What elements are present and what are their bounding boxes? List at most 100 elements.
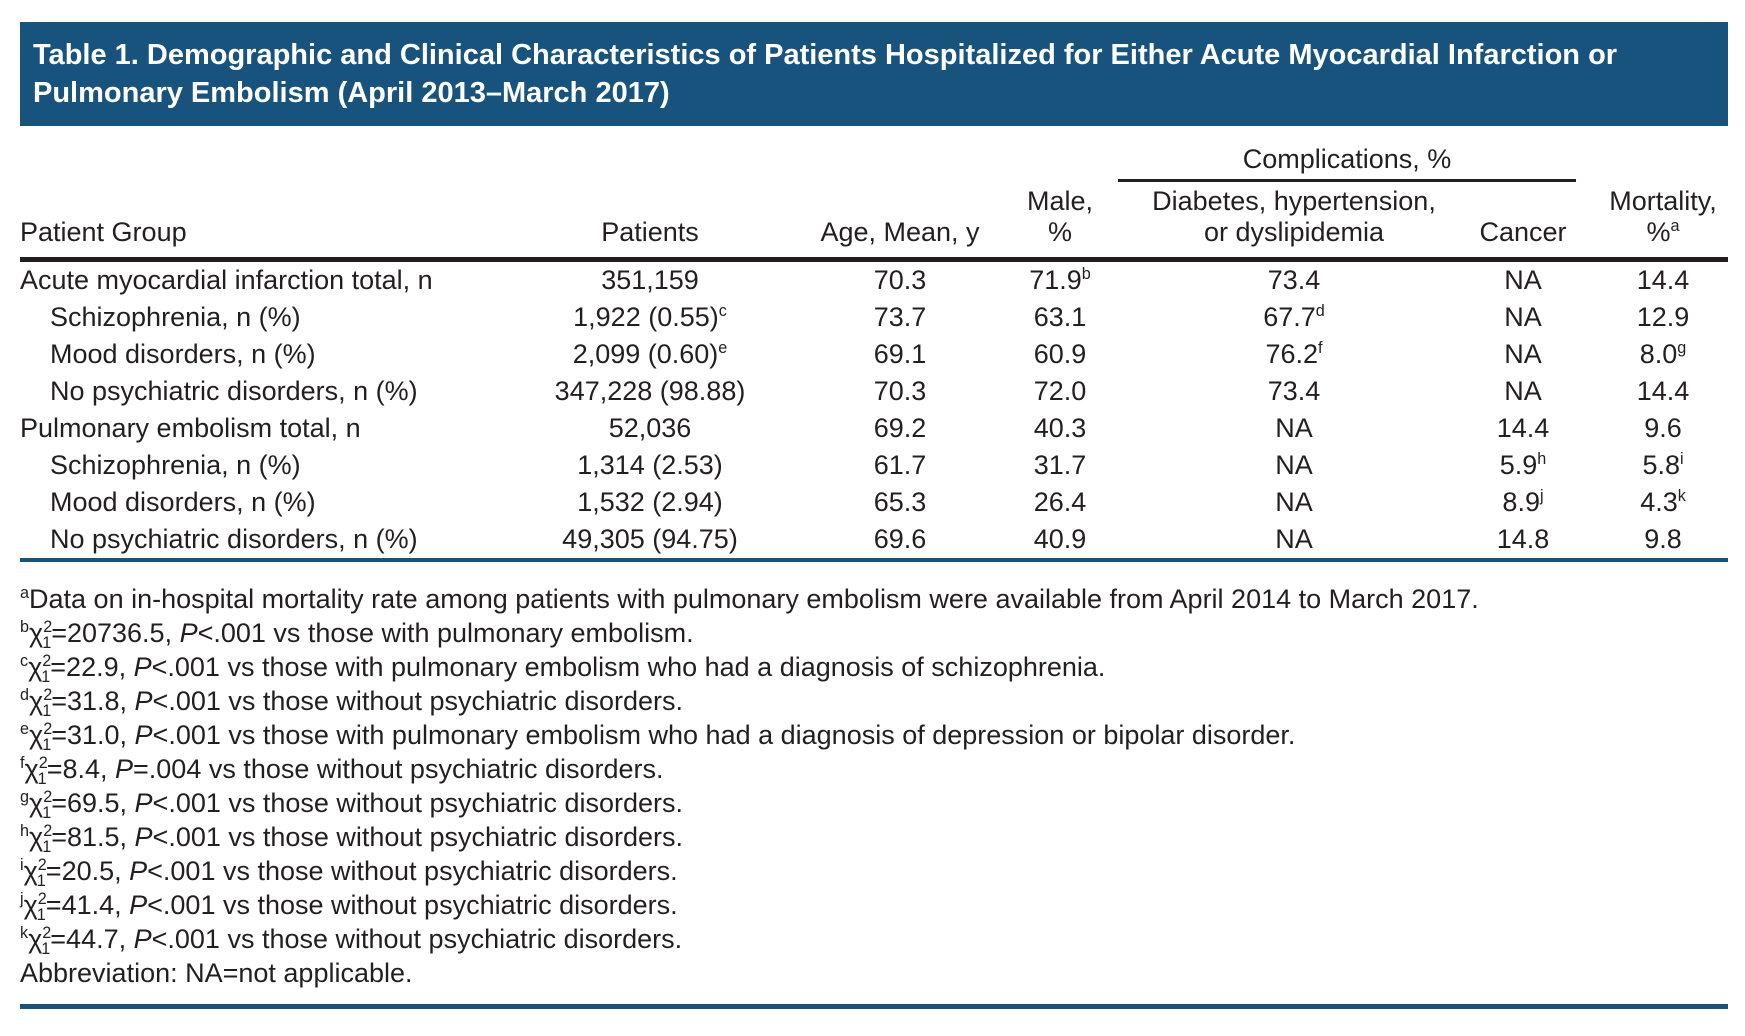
footnote: fχ21=8.4, P=.004 vs those without psychi… bbox=[20, 754, 664, 789]
row-label: Pulmonary embolism total, n bbox=[20, 413, 361, 443]
cell-cancer: 14.8 bbox=[1448, 521, 1599, 562]
cell-mortality: 4.3k bbox=[1640, 487, 1686, 517]
cell-mortality: 9.8 bbox=[1598, 521, 1729, 562]
row-label-cell: No psychiatric disorders, n (%) bbox=[20, 373, 480, 410]
cell-patients: 2,099 (0.60)e bbox=[572, 339, 728, 369]
table-row: Mood disorders, n (%) 2,099 (0.60)e 69.1… bbox=[20, 336, 1728, 373]
footnote-marker: k bbox=[1677, 487, 1686, 505]
cell-male: 26.4 bbox=[1033, 487, 1087, 517]
cell-age: 69.6 bbox=[820, 521, 980, 562]
row-label: No psychiatric disorders, n (%) bbox=[50, 524, 418, 554]
column-header-patient-group: Patient Group bbox=[20, 182, 480, 262]
footnote: hχ21=81.5, P<.001 vs those without psych… bbox=[20, 822, 684, 857]
footnote-marker: j bbox=[20, 890, 24, 908]
chi-symbol: χ bbox=[29, 720, 44, 750]
column-header-row: Patient Group Patients Age, Mean, y Male… bbox=[20, 182, 1729, 262]
cell-mortality: 8.0g bbox=[1639, 339, 1687, 369]
cell-cancer: 8.9j bbox=[1502, 487, 1544, 517]
footnote: jχ21=41.4, P<.001 vs those without psych… bbox=[20, 890, 678, 925]
footnote: kχ21=44.7, P<.001 vs those without psych… bbox=[20, 924, 683, 959]
table-row: Acute myocardial infarction total, n 351… bbox=[20, 260, 1728, 300]
cell-male: 40.3 bbox=[1033, 413, 1087, 443]
footnote: aData on in-hospital mortality rate amon… bbox=[20, 584, 1479, 614]
table-row: No psychiatric disorders, n (%) 347,228 … bbox=[20, 373, 1728, 410]
cell-mortality: 14.4 bbox=[1636, 265, 1690, 295]
footnote: iχ21=20.5, P<.001 vs those without psych… bbox=[20, 856, 678, 891]
row-label-cell: Acute myocardial infarction total, n bbox=[20, 260, 480, 300]
chi-symbol: χ bbox=[23, 856, 38, 886]
chi-symbol: χ bbox=[28, 652, 43, 682]
p-value-symbol: P bbox=[134, 788, 153, 818]
footnote-marker: j bbox=[1539, 487, 1544, 505]
row-label-cell: Mood disorders, n (%) bbox=[20, 484, 480, 521]
footnote-marker: a bbox=[20, 584, 30, 602]
chi-symbol: χ bbox=[23, 890, 38, 920]
cell-diabetes: 67.7d bbox=[1263, 302, 1325, 332]
p-value-symbol: P bbox=[133, 924, 152, 954]
chi-symbol: χ bbox=[29, 686, 44, 716]
cell-age: 65.3 bbox=[873, 487, 927, 517]
footnote: gχ21=69.5, P<.001 vs those without psych… bbox=[20, 788, 684, 823]
chi-symbol: χ bbox=[24, 754, 39, 784]
p-value-symbol: P bbox=[115, 754, 134, 784]
footnote: dχ21=31.8, P<.001 vs those without psych… bbox=[20, 686, 684, 721]
chi-symbol: χ bbox=[29, 618, 44, 648]
footnote-marker: i bbox=[1679, 450, 1684, 468]
cell-cancer: 14.4 bbox=[1496, 413, 1550, 443]
footnote-marker: d bbox=[1315, 302, 1325, 320]
footnote-marker: g bbox=[20, 788, 30, 806]
cell-age: 73.7 bbox=[873, 302, 927, 332]
footnote-marker: e bbox=[718, 339, 728, 357]
table-header: Complications, % Patient Group Patients … bbox=[20, 132, 1729, 262]
cell-patients: 1,532 (2.94) bbox=[577, 487, 723, 517]
cell-cancer: NA bbox=[1504, 339, 1542, 369]
cell-age: 69.2 bbox=[873, 413, 927, 443]
table-row: Mood disorders, n (%) 1,532 (2.94) 65.3 … bbox=[20, 484, 1728, 521]
table-title: Table 1. Demographic and Clinical Charac… bbox=[33, 39, 1618, 109]
cell-patients: 351,159 bbox=[601, 265, 699, 295]
row-label-cell: No psychiatric disorders, n (%) bbox=[20, 521, 480, 562]
cell-cancer: 5.9h bbox=[1499, 450, 1547, 480]
cell-diabetes: NA bbox=[1140, 521, 1448, 562]
cell-diabetes: NA bbox=[1275, 450, 1313, 480]
chi-symbol: χ bbox=[29, 822, 44, 852]
cell-diabetes: 76.2f bbox=[1265, 339, 1323, 369]
cell-cancer: NA bbox=[1504, 265, 1542, 295]
row-label-cell: Pulmonary embolism total, n bbox=[20, 410, 480, 447]
p-value-symbol: P bbox=[134, 822, 153, 852]
row-label: Acute myocardial infarction total, n bbox=[20, 265, 433, 295]
cell-patients: 49,305 (94.75) bbox=[480, 521, 820, 562]
spanner-spacer bbox=[20, 132, 1140, 182]
chi-symbol: χ bbox=[28, 924, 43, 954]
cell-mortality: 9.6 bbox=[1644, 413, 1682, 443]
data-table: Complications, % Patient Group Patients … bbox=[20, 132, 1729, 562]
table-figure: Table 1. Demographic and Clinical Charac… bbox=[20, 22, 1729, 1009]
footnote-marker: f bbox=[20, 754, 25, 772]
footnote-marker: e bbox=[20, 720, 30, 738]
p-value-symbol: P bbox=[129, 890, 148, 920]
footnote-marker: d bbox=[20, 686, 30, 704]
chi-symbol: χ bbox=[29, 788, 44, 818]
bottom-rule bbox=[20, 1004, 1728, 1009]
cell-cancer: NA bbox=[1504, 302, 1542, 332]
footnote-marker: i bbox=[20, 856, 24, 874]
table-row: Pulmonary embolism total, n 52,036 69.2 … bbox=[20, 410, 1728, 447]
table-title-bar: Table 1. Demographic and Clinical Charac… bbox=[20, 22, 1728, 126]
cell-age: 70.3 bbox=[873, 376, 927, 406]
footnote-marker: c bbox=[20, 652, 29, 670]
cell-cancer: NA bbox=[1504, 376, 1542, 406]
p-value-symbol: P bbox=[133, 652, 152, 682]
cell-patients: 347,228 (98.88) bbox=[554, 376, 746, 406]
column-header-cancer: Cancer bbox=[1448, 182, 1599, 262]
row-label-cell: Mood disorders, n (%) bbox=[20, 336, 480, 373]
column-header-mortality: Mortality, %a bbox=[1598, 182, 1729, 262]
row-label: Mood disorders, n (%) bbox=[50, 339, 316, 369]
cell-male: 72.0 bbox=[1033, 376, 1087, 406]
complications-spanner: Complications, % bbox=[1118, 132, 1598, 182]
footnote-marker: b bbox=[1081, 265, 1091, 283]
cell-age: 61.7 bbox=[873, 450, 927, 480]
p-value-symbol: P bbox=[134, 686, 153, 716]
spanner-spacer bbox=[1598, 132, 1728, 182]
footnote-marker: h bbox=[20, 822, 30, 840]
cell-male: 31.7 bbox=[1033, 450, 1087, 480]
